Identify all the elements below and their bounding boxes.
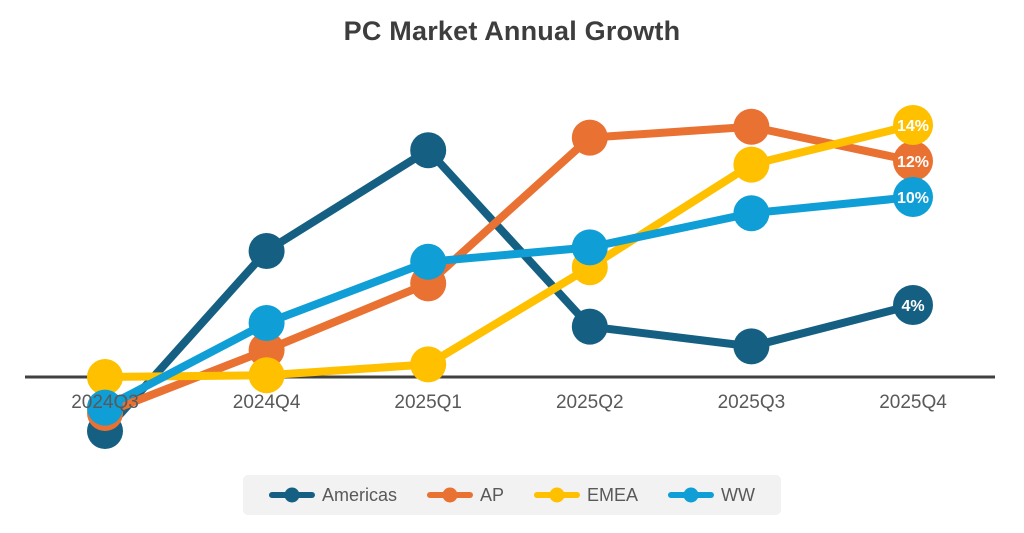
x-axis-label: 2025Q1 xyxy=(394,392,462,413)
point-marker-emea xyxy=(248,357,285,394)
legend-marker-icon xyxy=(268,487,315,503)
end-point-marker-americas xyxy=(893,285,933,325)
point-marker-ww xyxy=(571,229,608,266)
point-marker-ap xyxy=(248,332,285,368)
point-marker-ww xyxy=(87,389,123,426)
point-marker-americas xyxy=(248,233,285,269)
end-label-americas: 4% xyxy=(901,298,924,315)
point-marker-emea xyxy=(733,146,770,183)
x-axis-label: 2024Q4 xyxy=(233,392,301,413)
point-marker-americas xyxy=(410,132,447,169)
point-marker-ap xyxy=(733,108,770,145)
legend-item-ww: WW xyxy=(668,485,755,506)
legend-label: AP xyxy=(480,484,505,505)
chart-legend: Americas AP EMEA WW xyxy=(242,475,782,515)
legend-label: WW xyxy=(721,484,756,505)
end-point-marker-emea xyxy=(893,105,933,145)
point-marker-ww xyxy=(248,305,285,341)
point-marker-emea xyxy=(87,359,123,395)
end-label-ap: 12% xyxy=(897,154,929,171)
series-line-americas xyxy=(101,146,917,435)
series-line-ap xyxy=(101,122,917,417)
end-point-marker-ww xyxy=(893,177,933,217)
legend-marker-icon xyxy=(427,487,473,503)
chart-title: PC Market Annual Growth xyxy=(343,16,681,46)
legend-item-emea: EMEA xyxy=(534,485,638,506)
end-point-marker-ap xyxy=(893,141,933,181)
point-marker-ww xyxy=(733,195,770,232)
series-line-emea xyxy=(101,121,917,381)
legend-label: EMEA xyxy=(587,484,639,505)
point-marker-americas xyxy=(571,308,608,345)
x-axis-label: 2025Q4 xyxy=(879,392,947,413)
legend-label: Americas xyxy=(321,484,397,505)
legend-marker-icon xyxy=(668,487,715,503)
x-axis-label: 2024Q3 xyxy=(71,392,139,413)
end-label-ww: 10% xyxy=(897,190,929,207)
series-line-ww xyxy=(101,193,917,412)
point-marker-americas xyxy=(733,328,770,365)
point-marker-ap xyxy=(571,119,608,156)
x-axis-label: 2025Q3 xyxy=(718,392,786,413)
point-marker-emea xyxy=(410,346,447,383)
x-axis-label: 2025Q2 xyxy=(556,392,624,413)
legend-item-ap: AP xyxy=(427,485,504,506)
legend-marker-icon xyxy=(534,487,581,503)
legend-item-americas: Americas xyxy=(268,484,397,506)
point-marker-ww xyxy=(410,243,447,280)
end-label-emea: 14% xyxy=(897,118,929,135)
